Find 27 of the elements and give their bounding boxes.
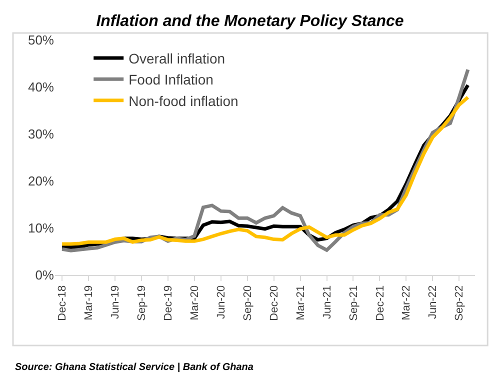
x-tick-label: Sep-21 (348, 285, 360, 321)
x-tick-label: Sep-22 (454, 285, 466, 321)
y-tick-label: 10% (28, 220, 54, 236)
x-tick-label: Mar-21 (294, 285, 307, 320)
x-tick-label: Mar-19 (83, 285, 96, 320)
x-tick-label: Jun-19 (110, 285, 122, 320)
x-tick-label: Jun-20 (215, 285, 228, 320)
y-tick-label: 30% (28, 126, 54, 142)
x-tick-label: Jun-21 (321, 285, 334, 320)
y-tick-label: 50% (28, 32, 54, 48)
y-tick-label: 0% (35, 268, 54, 283)
x-tick-label: Dec-18 (56, 285, 69, 321)
x-tick-label: Mar-22 (400, 285, 413, 320)
legend-label: Non-food inflation (128, 92, 238, 109)
legend-label: Overall inflation (128, 50, 226, 66)
x-tick-label: Dec-21 (374, 285, 386, 321)
chart-title: Inflation and the Monetary Policy Stance (96, 13, 404, 30)
x-tick-label: Dec-19 (162, 285, 175, 321)
legend-label: Food Inflation (128, 72, 214, 88)
x-tick-label: Sep-20 (242, 285, 254, 321)
x-tick-label: Dec-20 (268, 285, 280, 321)
y-tick-label: 20% (28, 174, 54, 189)
x-tick-label: Mar-20 (188, 285, 201, 320)
x-tick-label: Sep-19 (136, 285, 148, 321)
y-tick-label: 40% (28, 80, 54, 95)
x-tick-label: Jun-22 (427, 285, 440, 320)
source-note: Source: Ghana Statistical Service | Bank of Ghana (15, 362, 254, 373)
